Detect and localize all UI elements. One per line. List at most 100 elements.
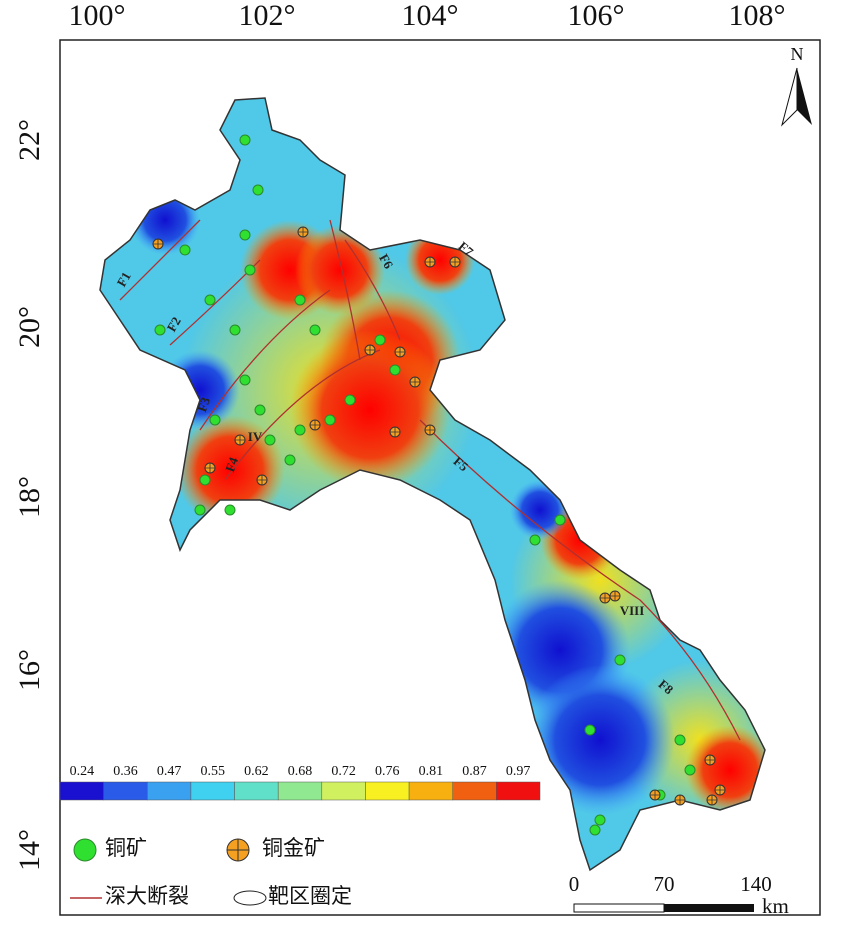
zone-label: IV xyxy=(248,429,263,444)
copper-gold-cross xyxy=(390,427,400,437)
latitude-label: 16° xyxy=(13,649,46,691)
copper-gold-cross xyxy=(705,755,715,765)
copper-gold-cross xyxy=(715,785,725,795)
longitude-label: 106° xyxy=(568,0,625,32)
latitude-label: 20° xyxy=(13,306,46,348)
copper-point xyxy=(154,324,166,336)
copper-point xyxy=(239,229,251,241)
colorbar-label: 0.62 xyxy=(244,764,269,779)
colorbar: 0.24 0.36 0.47 0.55 0.62 0.68 0.72 0.76 0.81 0.87… xyxy=(59,764,541,801)
colorbar-swatch xyxy=(365,781,410,801)
legend-label: 靶区圈定 xyxy=(268,884,352,908)
copper-occurrences xyxy=(152,134,726,836)
north-label: N xyxy=(791,44,804,64)
fault-label: F4 xyxy=(222,455,241,474)
scale-unit: km xyxy=(762,894,789,918)
copper-point xyxy=(389,364,401,376)
fault-label: F3 xyxy=(194,395,213,414)
copper-point xyxy=(239,374,251,386)
copper-point xyxy=(252,184,264,196)
copper-gold-cross xyxy=(153,239,163,249)
copper-gold-cross xyxy=(707,795,717,805)
faults xyxy=(119,219,741,741)
legend-label: 铜金矿 xyxy=(262,836,325,860)
copper-gold-cross xyxy=(650,790,660,800)
colorbar-swatch xyxy=(190,781,235,801)
legend-copper-gold-cross xyxy=(227,839,249,861)
legend-target-symbol xyxy=(233,890,267,906)
copper-point xyxy=(209,414,221,426)
longitude-label: 108° xyxy=(729,0,786,32)
copper-point xyxy=(179,244,191,256)
legend-label: 铜矿 xyxy=(105,836,147,860)
colorbar-label: 0.72 xyxy=(331,764,356,779)
colorbar-swatch xyxy=(321,781,366,801)
copper-point xyxy=(324,414,336,426)
fault-label: F2 xyxy=(164,314,184,334)
copper-point xyxy=(584,724,596,736)
colorbar-label: 0.24 xyxy=(70,764,95,779)
copper-point xyxy=(254,404,266,416)
copper-point xyxy=(294,294,306,306)
copper-point xyxy=(194,504,206,516)
zone-label: VIII xyxy=(620,603,645,618)
copper-gold-cross xyxy=(205,463,215,473)
copper-point xyxy=(309,324,321,336)
copper-gold-cross xyxy=(310,420,320,430)
colorbar-swatch xyxy=(59,781,104,801)
copper-point xyxy=(594,814,606,826)
copper-point xyxy=(239,134,251,146)
colorbar-label: 0.81 xyxy=(419,764,444,779)
copper-gold-cross xyxy=(235,435,245,445)
colorbar-swatch xyxy=(234,781,279,801)
legend-copper-symbol xyxy=(73,838,97,862)
copper-gold-cross xyxy=(675,795,685,805)
copper-gold-cross xyxy=(610,591,620,601)
colorbar-swatch xyxy=(408,781,453,801)
copper-point xyxy=(229,324,241,336)
colorbar-label: 0.55 xyxy=(200,764,225,779)
scale-label: 0 xyxy=(569,872,580,896)
latitude-label: 18° xyxy=(13,476,46,518)
copper-point xyxy=(284,454,296,466)
colorbar-label: 0.68 xyxy=(288,764,313,779)
copper-point xyxy=(264,434,276,446)
copper-point xyxy=(554,514,566,526)
colorbar-swatch xyxy=(147,781,192,801)
scale-label: 140 xyxy=(740,872,772,896)
colorbar-swatch xyxy=(496,781,541,801)
copper-gold-cross xyxy=(410,377,420,387)
copper-point xyxy=(199,474,211,486)
colorbar-label: 0.47 xyxy=(157,764,182,779)
copper-gold-cross xyxy=(298,227,308,237)
copper-gold-cross xyxy=(365,345,375,355)
copper-point xyxy=(674,734,686,746)
copper-point xyxy=(684,764,696,776)
fault-label: F6 xyxy=(376,251,396,271)
north-arrow-right xyxy=(797,68,812,125)
copper-point xyxy=(204,294,216,306)
longitude-label: 100° xyxy=(69,0,126,32)
latitude-label: 14° xyxy=(13,829,46,871)
copper-gold-cross xyxy=(450,257,460,267)
scale-label: 70 xyxy=(654,872,675,896)
map-frame xyxy=(59,39,821,916)
copper-point xyxy=(529,534,541,546)
latitude-label: 22° xyxy=(13,119,46,161)
copper-gold-cross xyxy=(425,257,435,267)
copper-point xyxy=(614,654,626,666)
copper-point xyxy=(244,264,256,276)
colorbar-label: 0.87 xyxy=(462,764,487,779)
scale-bar-black xyxy=(664,904,754,912)
colorbar-label: 0.97 xyxy=(506,764,531,779)
copper-point xyxy=(374,334,386,346)
longitude-label: 104° xyxy=(402,0,459,32)
colorbar-swatch xyxy=(103,781,148,801)
copper-gold-cross xyxy=(395,347,405,357)
colorbar-label: 0.76 xyxy=(375,764,400,779)
colorbar-swatch xyxy=(452,781,497,801)
copper-point xyxy=(344,394,356,406)
longitude-label: 102° xyxy=(239,0,296,32)
colorbar-label: 0.36 xyxy=(113,764,138,779)
